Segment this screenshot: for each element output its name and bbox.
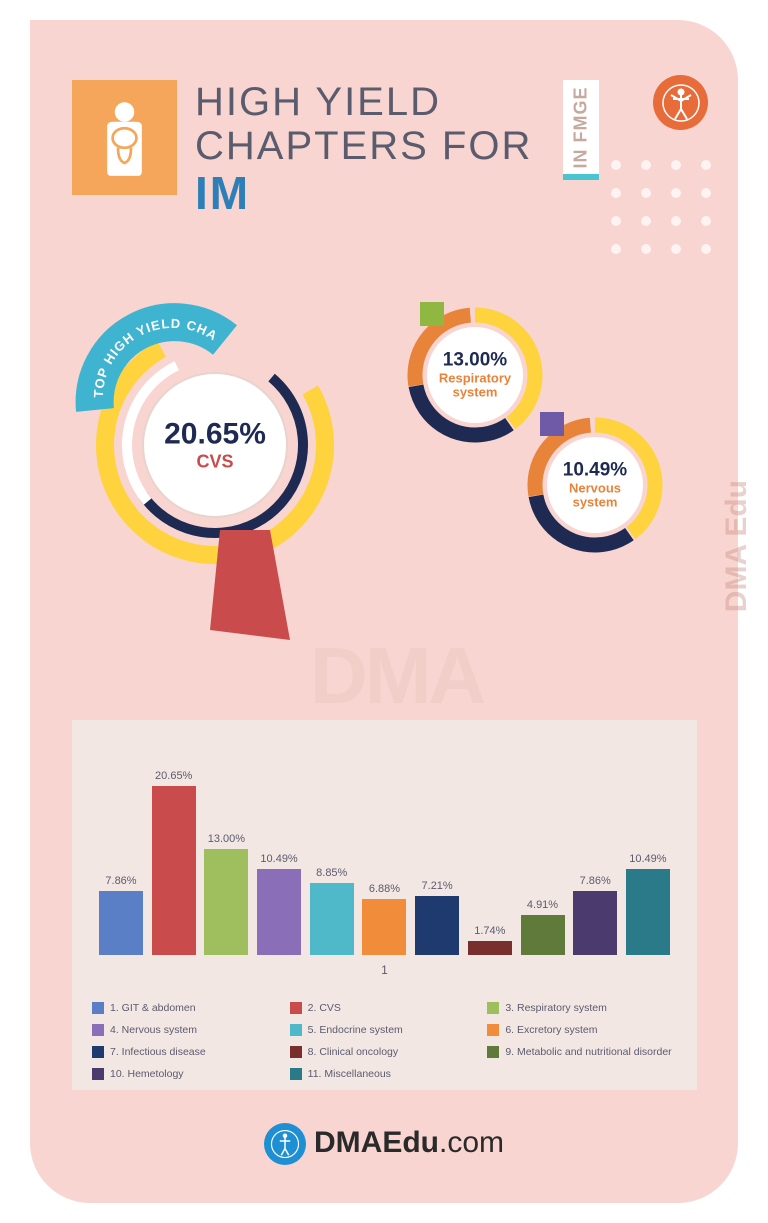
legend-text: 6. Excretory system	[505, 1024, 597, 1036]
bar-rect	[310, 883, 354, 955]
legend-swatch	[92, 1024, 104, 1036]
bar-rect	[626, 869, 670, 955]
bar-chart: 7.86% 20.65% 13.00% 10.49% 8.85% 6.88% 7.21% 1.…	[92, 755, 677, 955]
legend-item: 10. Hemetology	[92, 1068, 282, 1080]
subject-icon	[72, 80, 177, 195]
legend-swatch	[290, 1024, 302, 1036]
bar-value-label: 1.74%	[474, 925, 505, 937]
main-ring-center: 20.65% CVS	[164, 418, 266, 473]
bar-chart-panel: 7.86% 20.65% 13.00% 10.49% 8.85% 6.88% 7.21% 1.…	[72, 720, 697, 1090]
bar-value-label: 7.86%	[580, 875, 611, 887]
bar-item: 13.00%	[202, 833, 250, 955]
ring-2-percent: 10.49%	[545, 460, 645, 482]
main-ring-percent: 20.65%	[164, 418, 266, 452]
fmge-label: IN FMGE	[571, 86, 592, 168]
bar-rect	[415, 896, 459, 955]
background-watermark: DMA	[310, 630, 483, 722]
bar-value-label: 4.91%	[527, 899, 558, 911]
legend-item: 3. Respiratory system	[487, 1002, 677, 1014]
legend-text: 1. GIT & abdomen	[110, 1002, 196, 1014]
bar-item: 7.86%	[571, 875, 619, 955]
main-ring-name: CVS	[164, 452, 266, 473]
ring-2-name: Nervous system	[545, 482, 645, 511]
bar-item: 7.21%	[413, 880, 461, 955]
legend-item: 4. Nervous system	[92, 1024, 282, 1036]
legend-text: 9. Metabolic and nutritional disorder	[505, 1046, 671, 1058]
legend-swatch	[92, 1046, 104, 1058]
legend-item: 8. Clinical oncology	[290, 1046, 480, 1058]
bar-value-label: 10.49%	[260, 853, 297, 865]
legend-text: 11. Miscellaneous	[308, 1068, 391, 1080]
legend-item: 6. Excretory system	[487, 1024, 677, 1036]
fmge-badge: IN FMGE	[563, 80, 599, 180]
legend-text: 8. Clinical oncology	[308, 1046, 398, 1058]
ring-1-center: 13.00% Respiratory system	[425, 350, 525, 401]
page-title: HIGH YIELD CHAPTERS FOR IM	[195, 80, 532, 219]
bar-rect	[468, 941, 512, 955]
bar-rect	[573, 891, 617, 955]
legend-swatch	[290, 1068, 302, 1080]
ring-1-name: Respiratory system	[425, 372, 525, 401]
decorative-dots	[611, 160, 713, 254]
footer-brand-bold: DMAEdu	[314, 1126, 439, 1159]
legend-text: 10. Hemetology	[110, 1068, 184, 1080]
bar-value-label: 6.88%	[369, 883, 400, 895]
legend-item: 1. GIT & abdomen	[92, 1002, 282, 1014]
legend-swatch	[487, 1046, 499, 1058]
footer-brand: DMAEdu.com	[30, 1123, 738, 1165]
legend-item: 5. Endocrine system	[290, 1024, 480, 1036]
bar-item: 1.74%	[466, 925, 514, 955]
bar-item: 10.49%	[624, 853, 672, 955]
legend-swatch	[290, 1046, 302, 1058]
bar-item: 6.88%	[360, 883, 408, 955]
footer-logo-icon	[264, 1123, 306, 1165]
bar-value-label: 7.86%	[105, 875, 136, 887]
legend-text: 3. Respiratory system	[505, 1002, 607, 1014]
legend-item: 2. CVS	[290, 1002, 480, 1014]
bar-value-label: 7.21%	[422, 880, 453, 892]
title-line-2: CHAPTERS FOR	[195, 124, 532, 168]
ring-1-percent: 13.00%	[425, 350, 525, 372]
bar-value-label: 13.00%	[208, 833, 245, 845]
legend-text: 2. CVS	[308, 1002, 341, 1014]
legend-text: 4. Nervous system	[110, 1024, 197, 1036]
legend-item: 11. Miscellaneous	[290, 1068, 480, 1080]
main-ring-chart: TOP HIGH YIELD CHAPTER 20.65% CVS	[80, 310, 350, 580]
bar-rect	[521, 915, 565, 955]
ring-2-center: 10.49% Nervous system	[545, 460, 645, 511]
legend-item: 7. Infectious disease	[92, 1046, 282, 1058]
legend-swatch	[92, 1002, 104, 1014]
bar-item: 8.85%	[308, 867, 356, 955]
chart-legend: 1. GIT & abdomen 2. CVS 3. Respiratory sys…	[92, 1002, 677, 1080]
footer-brand-thin: .com	[439, 1126, 504, 1159]
legend-item: 9. Metabolic and nutritional disorder	[487, 1046, 677, 1058]
bar-value-label: 10.49%	[629, 853, 666, 865]
infographic-card: HIGH YIELD CHAPTERS FOR IM IN FMGE DMA E…	[30, 20, 738, 1203]
legend-swatch	[487, 1002, 499, 1014]
bar-item: 10.49%	[255, 853, 303, 955]
legend-swatch	[487, 1024, 499, 1036]
legend-text: 7. Infectious disease	[110, 1046, 206, 1058]
bar-value-label: 8.85%	[316, 867, 347, 879]
vitruvian-logo-icon	[653, 75, 708, 130]
title-line-1: HIGH YIELD	[195, 80, 532, 124]
legend-text: 5. Endocrine system	[308, 1024, 403, 1036]
bar-item: 20.65%	[150, 770, 198, 955]
bar-item: 4.91%	[519, 899, 567, 955]
x-axis-label: 1	[92, 963, 677, 977]
bar-rect	[257, 869, 301, 955]
title-subject: IM	[195, 168, 532, 219]
legend-swatch	[290, 1002, 302, 1014]
side-watermark: DMA Edu	[720, 480, 754, 612]
bar-value-label: 20.65%	[155, 770, 192, 782]
ring-chart-nervous: 10.49% Nervous system	[520, 410, 670, 560]
bar-item: 7.86%	[97, 875, 145, 955]
bar-rect	[204, 849, 248, 955]
bar-rect	[99, 891, 143, 955]
bar-rect	[152, 786, 196, 955]
legend-swatch	[92, 1068, 104, 1080]
bar-rect	[362, 899, 406, 955]
